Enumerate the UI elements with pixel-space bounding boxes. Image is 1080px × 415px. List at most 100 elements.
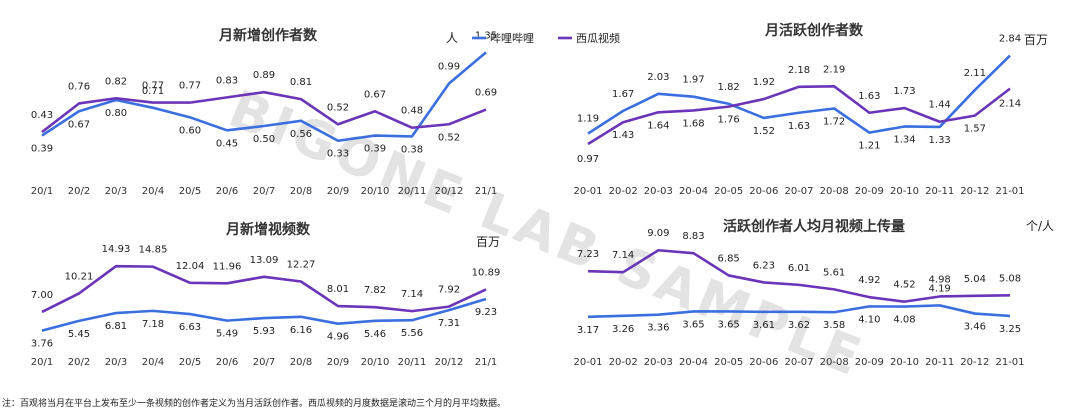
data-label: 2.14 [999, 99, 1021, 110]
chart-title: 月新增创作者数 [218, 27, 318, 44]
x-tick-label: 20-10 [890, 357, 919, 368]
data-label: 4.19 [929, 283, 951, 294]
data-label: 0.99 [438, 62, 460, 73]
x-tick-label: 20/7 [253, 186, 275, 197]
series-line-xigua [587, 248, 1011, 303]
x-tick-label: 20-05 [714, 357, 743, 368]
x-tick-label: 20-04 [679, 186, 708, 197]
unit-label: 百万 [476, 235, 500, 249]
x-tick-label: 20-05 [714, 186, 743, 197]
footnote: 注：百观将当月在平台上发布至少一条视频的创作者定义为当月活跃创作者。西瓜视频的月… [2, 399, 507, 409]
data-label: 0.52 [438, 132, 460, 143]
data-label: 1.63 [788, 121, 810, 132]
x-tick-label: 20/9 [327, 186, 349, 197]
data-label: 0.52 [327, 102, 349, 113]
data-label: 1.52 [753, 126, 775, 137]
x-tick-label: 20-11 [925, 186, 954, 197]
data-label: 7.18 [142, 319, 164, 330]
x-tick-label: 20-07 [784, 186, 813, 197]
data-label: 0.56 [290, 129, 312, 140]
data-label: 1.44 [929, 100, 951, 111]
x-tick-label: 20/5 [179, 357, 201, 368]
data-label: 6.23 [753, 260, 775, 271]
data-label: 0.77 [142, 81, 164, 92]
x-tick-label: 20/10 [361, 186, 390, 197]
x-tick-label: 20-06 [749, 357, 778, 368]
data-label: 0.71 [142, 86, 164, 97]
data-label: 6.81 [105, 321, 127, 332]
x-tick-label: 20/12 [435, 357, 464, 368]
data-label: 0.81 [290, 77, 312, 88]
x-tick-label: 20-09 [855, 357, 884, 368]
data-label: 7.00 [31, 290, 53, 301]
data-label: 8.83 [682, 231, 704, 242]
data-label: 1.76 [718, 115, 740, 126]
data-label: 12.04 [176, 261, 205, 272]
data-label: 0.97 [577, 154, 599, 165]
data-label: 6.16 [290, 325, 312, 336]
data-label: 0.45 [216, 138, 238, 149]
data-label: 8.01 [327, 284, 349, 295]
x-tick-label: 20-12 [960, 357, 989, 368]
series-line-xigua [587, 84, 1011, 146]
data-label: 10.89 [472, 267, 501, 278]
data-label: 3.61 [753, 320, 775, 331]
x-tick-label: 20-12 [960, 186, 989, 197]
x-tick-label: 20/1 [31, 357, 53, 368]
data-label: 1.63 [858, 91, 880, 102]
data-label: 14.93 [102, 244, 131, 255]
x-tick-label: 20/5 [179, 186, 201, 197]
x-tick-label: 20-10 [890, 186, 919, 197]
x-tick-label: 20/6 [216, 186, 238, 197]
data-label: 3.58 [823, 320, 845, 331]
x-tick-label: 20-08 [820, 186, 849, 197]
data-label: 14.85 [139, 245, 168, 256]
chart-panel-1: 月新增创作者数 人 20/1 20/2 20/3 20/4 20/5 20/6 20/7 20/8… [31, 27, 497, 197]
data-label: 12.27 [287, 260, 316, 271]
x-tick-label: 21-01 [995, 357, 1024, 368]
legend-item: 哔哩哔哩 [490, 32, 534, 45]
data-label: 1.43 [612, 130, 634, 141]
x-tick-label: 20-01 [573, 357, 602, 368]
data-label: 7.14 [612, 250, 634, 261]
data-label: 0.48 [401, 106, 423, 117]
x-tick-label: 20/2 [68, 186, 90, 197]
data-label: 7.23 [577, 249, 599, 260]
data-label: 1.73 [893, 86, 915, 97]
data-label: 1.34 [893, 134, 915, 145]
x-tick-label: 20-02 [609, 357, 638, 368]
x-tick-label: 20/1 [31, 186, 53, 197]
data-label: 5.46 [364, 329, 386, 340]
x-tick-label: 20-08 [820, 357, 849, 368]
x-tick-label: 20-06 [749, 186, 778, 197]
data-label: 1.33 [929, 135, 951, 146]
x-tick-label: 20/10 [361, 357, 390, 368]
x-tick-label: 20-09 [855, 186, 884, 197]
data-label: 0.39 [31, 144, 53, 155]
data-label: 5.45 [68, 329, 90, 340]
x-tick-label: 20/9 [327, 357, 349, 368]
data-label: 3.65 [718, 319, 740, 330]
series-line-xigua [41, 90, 487, 134]
data-label: 1.35 [475, 30, 497, 41]
data-label: 7.92 [438, 285, 460, 296]
data-label: 7.31 [438, 318, 460, 329]
series-line-bilibili [587, 304, 1011, 319]
legend: 哔哩哔哩 西瓜视频 [472, 31, 620, 45]
x-tick-label: 20/8 [290, 357, 312, 368]
data-label: 10.21 [65, 271, 94, 282]
data-label: 11.96 [213, 261, 242, 272]
data-label: 4.92 [858, 275, 880, 286]
data-label: 0.33 [327, 149, 349, 160]
x-tick-label: 20/7 [253, 357, 275, 368]
data-label: 2.84 [999, 34, 1021, 45]
data-label: 0.50 [253, 134, 275, 145]
data-label: 3.26 [612, 324, 634, 335]
x-tick-label: 20/3 [105, 186, 127, 197]
data-label: 1.57 [964, 124, 986, 135]
chart-panel-4: 活跃创作者人均月视频上传量 个/人 20-01 20-02 20-03 20-04 20-0… [573, 218, 1054, 368]
data-label: 5.08 [999, 273, 1021, 284]
data-label: 5.93 [253, 326, 275, 337]
